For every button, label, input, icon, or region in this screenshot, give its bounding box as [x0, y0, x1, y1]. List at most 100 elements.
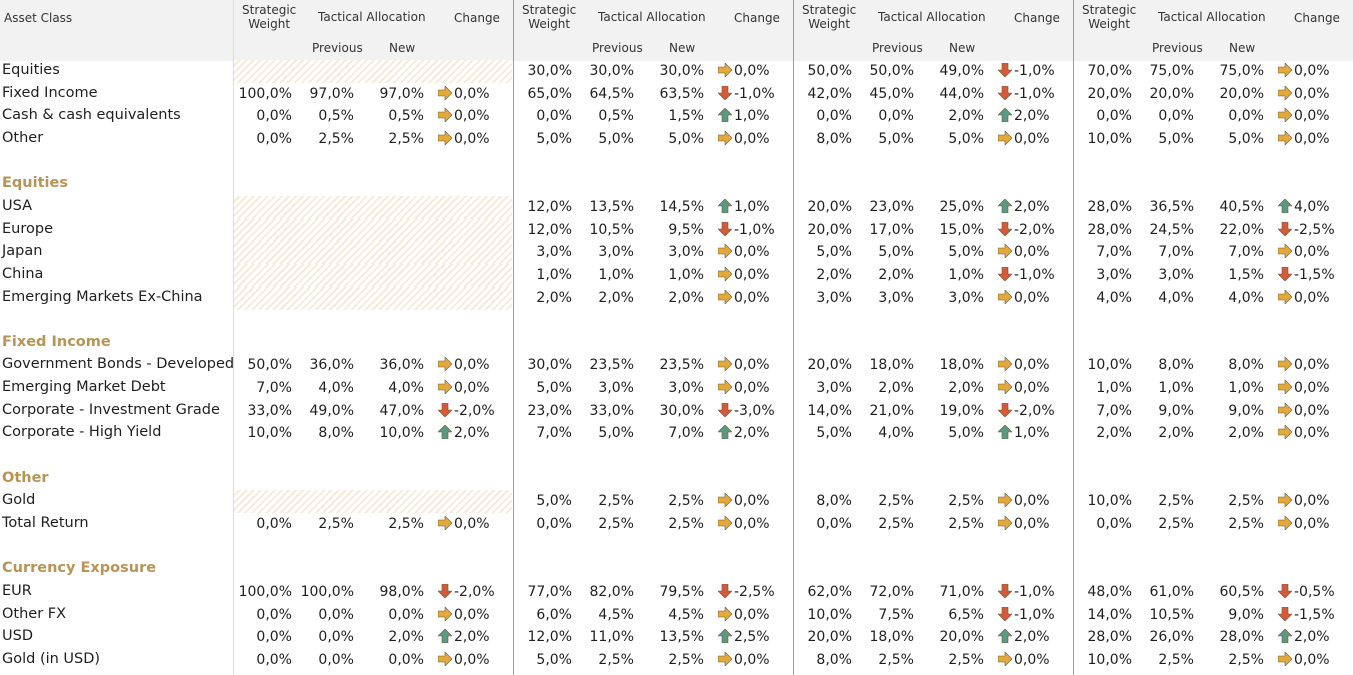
previous-value: 4,0% — [878, 425, 914, 442]
new-value: 25,0% — [939, 198, 984, 215]
previous-value: 7,0% — [1158, 244, 1194, 261]
change-cell: 2,0% — [1278, 629, 1330, 644]
row-label: USD — [2, 628, 33, 645]
row-label: Government Bonds - Developed — [2, 356, 235, 373]
previous-value: 23,0% — [869, 198, 914, 215]
header-previous: Previous — [1152, 41, 1203, 55]
arrow-up-icon — [438, 629, 452, 644]
strategic-weight-value: 5,0% — [536, 651, 572, 668]
strategic-weight-value: 0,0% — [536, 108, 572, 125]
header-change: Change — [734, 11, 780, 25]
previous-value: 3,0% — [598, 380, 634, 397]
previous-value: 7,5% — [878, 606, 914, 623]
change-value: 0,0% — [1014, 493, 1050, 510]
new-value: 79,5% — [659, 583, 704, 600]
change-cell: 0,0% — [998, 357, 1050, 372]
strategic-weight-value: 10,0% — [247, 425, 292, 442]
arrow-right-icon — [998, 244, 1012, 259]
empty-cell-hatch — [234, 286, 512, 310]
strategic-weight-value: 30,0% — [527, 357, 572, 374]
empty-cell-hatch — [234, 241, 512, 265]
previous-value: 23,5% — [589, 357, 634, 374]
previous-value: 18,0% — [869, 357, 914, 374]
new-value: 7,0% — [668, 425, 704, 442]
new-value: 2,0% — [668, 289, 704, 306]
previous-value: 72,0% — [869, 583, 914, 600]
change-value: 0,0% — [734, 63, 770, 79]
change-value: 0,0% — [734, 357, 770, 374]
header-previous: Previous — [592, 41, 643, 55]
strategic-weight-value: 0,0% — [256, 606, 292, 623]
new-value: 6,5% — [948, 606, 984, 623]
previous-value: 8,0% — [1158, 357, 1194, 374]
previous-value: 0,0% — [1158, 108, 1194, 125]
change-value: 0,0% — [1014, 651, 1050, 668]
previous-value: 0,0% — [878, 108, 914, 125]
change-cell: -1,0% — [998, 606, 1055, 622]
new-value: 20,0% — [939, 629, 984, 646]
change-cell: 0,0% — [998, 493, 1050, 508]
change-cell: 2,0% — [438, 425, 490, 440]
arrow-right-icon — [1278, 130, 1292, 145]
new-value: 30,0% — [659, 402, 704, 419]
change-value: 0,0% — [1014, 380, 1050, 397]
arrow-right-icon — [1278, 85, 1292, 100]
strategic-weight-value: 10,0% — [1087, 357, 1132, 374]
arrow-right-icon — [438, 380, 452, 395]
new-value: 1,0% — [1228, 380, 1264, 397]
strategic-weight-value: 2,0% — [1096, 425, 1132, 442]
arrow-up-icon — [998, 108, 1012, 123]
strategic-weight-value: 20,0% — [807, 629, 852, 646]
arrow-right-icon — [1278, 402, 1292, 417]
arrow-right-icon — [438, 516, 452, 530]
previous-value: 2,5% — [598, 493, 634, 510]
change-value: 1,0% — [1014, 425, 1050, 442]
new-value: 2,0% — [948, 108, 984, 125]
change-value: -1,0% — [1014, 63, 1055, 79]
new-value: 36,0% — [379, 357, 424, 374]
row-label: Other — [2, 129, 44, 146]
change-cell: 1,0% — [998, 425, 1050, 440]
new-value: 2,5% — [948, 493, 984, 510]
column-separator — [793, 0, 794, 675]
row-label: Equities — [2, 62, 60, 78]
new-value: 2,0% — [948, 380, 984, 397]
strategic-weight-value: 3,0% — [1096, 266, 1132, 283]
change-cell: 0,0% — [1278, 130, 1330, 146]
arrow-right-icon — [718, 266, 732, 281]
change-value: 2,0% — [734, 425, 770, 442]
change-cell: 0,0% — [438, 516, 490, 531]
row-label: EUR — [2, 582, 32, 599]
new-value: 40,5% — [1219, 198, 1264, 215]
previous-value: 64,5% — [589, 85, 634, 102]
previous-value: 1,0% — [1158, 380, 1194, 397]
section-heading: Fixed Income — [2, 333, 111, 350]
arrow-up-icon — [998, 198, 1012, 213]
arrow-right-icon — [1278, 380, 1292, 395]
arrow-right-icon — [998, 380, 1012, 395]
row-label: China — [2, 265, 44, 282]
new-value: 97,0% — [379, 85, 424, 102]
header-new: New — [669, 41, 696, 55]
header-strategic-weight: Strategic Weight — [1082, 3, 1137, 32]
new-value: 9,5% — [668, 221, 704, 238]
previous-value: 3,0% — [878, 289, 914, 306]
strategic-weight-value: 0,0% — [256, 108, 292, 125]
new-value: 8,0% — [1228, 357, 1264, 374]
new-value: 2,5% — [948, 516, 984, 532]
change-cell: 0,0% — [718, 266, 770, 282]
arrow-up-icon — [1278, 629, 1292, 644]
header-change: Change — [454, 11, 500, 25]
change-value: 0,0% — [1294, 108, 1330, 125]
strategic-weight-value: 33,0% — [247, 402, 292, 419]
previous-value: 5,0% — [1158, 130, 1194, 147]
arrow-right-icon — [438, 130, 452, 145]
arrow-right-icon — [718, 63, 732, 77]
arrow-down-icon — [718, 402, 732, 417]
previous-value: 10,5% — [1149, 606, 1194, 623]
strategic-weight-value: 3,0% — [536, 244, 572, 261]
change-cell: -1,0% — [998, 85, 1055, 101]
change-cell: 0,0% — [718, 357, 770, 372]
strategic-weight-value: 8,0% — [816, 130, 852, 147]
new-value: 4,0% — [388, 380, 424, 397]
